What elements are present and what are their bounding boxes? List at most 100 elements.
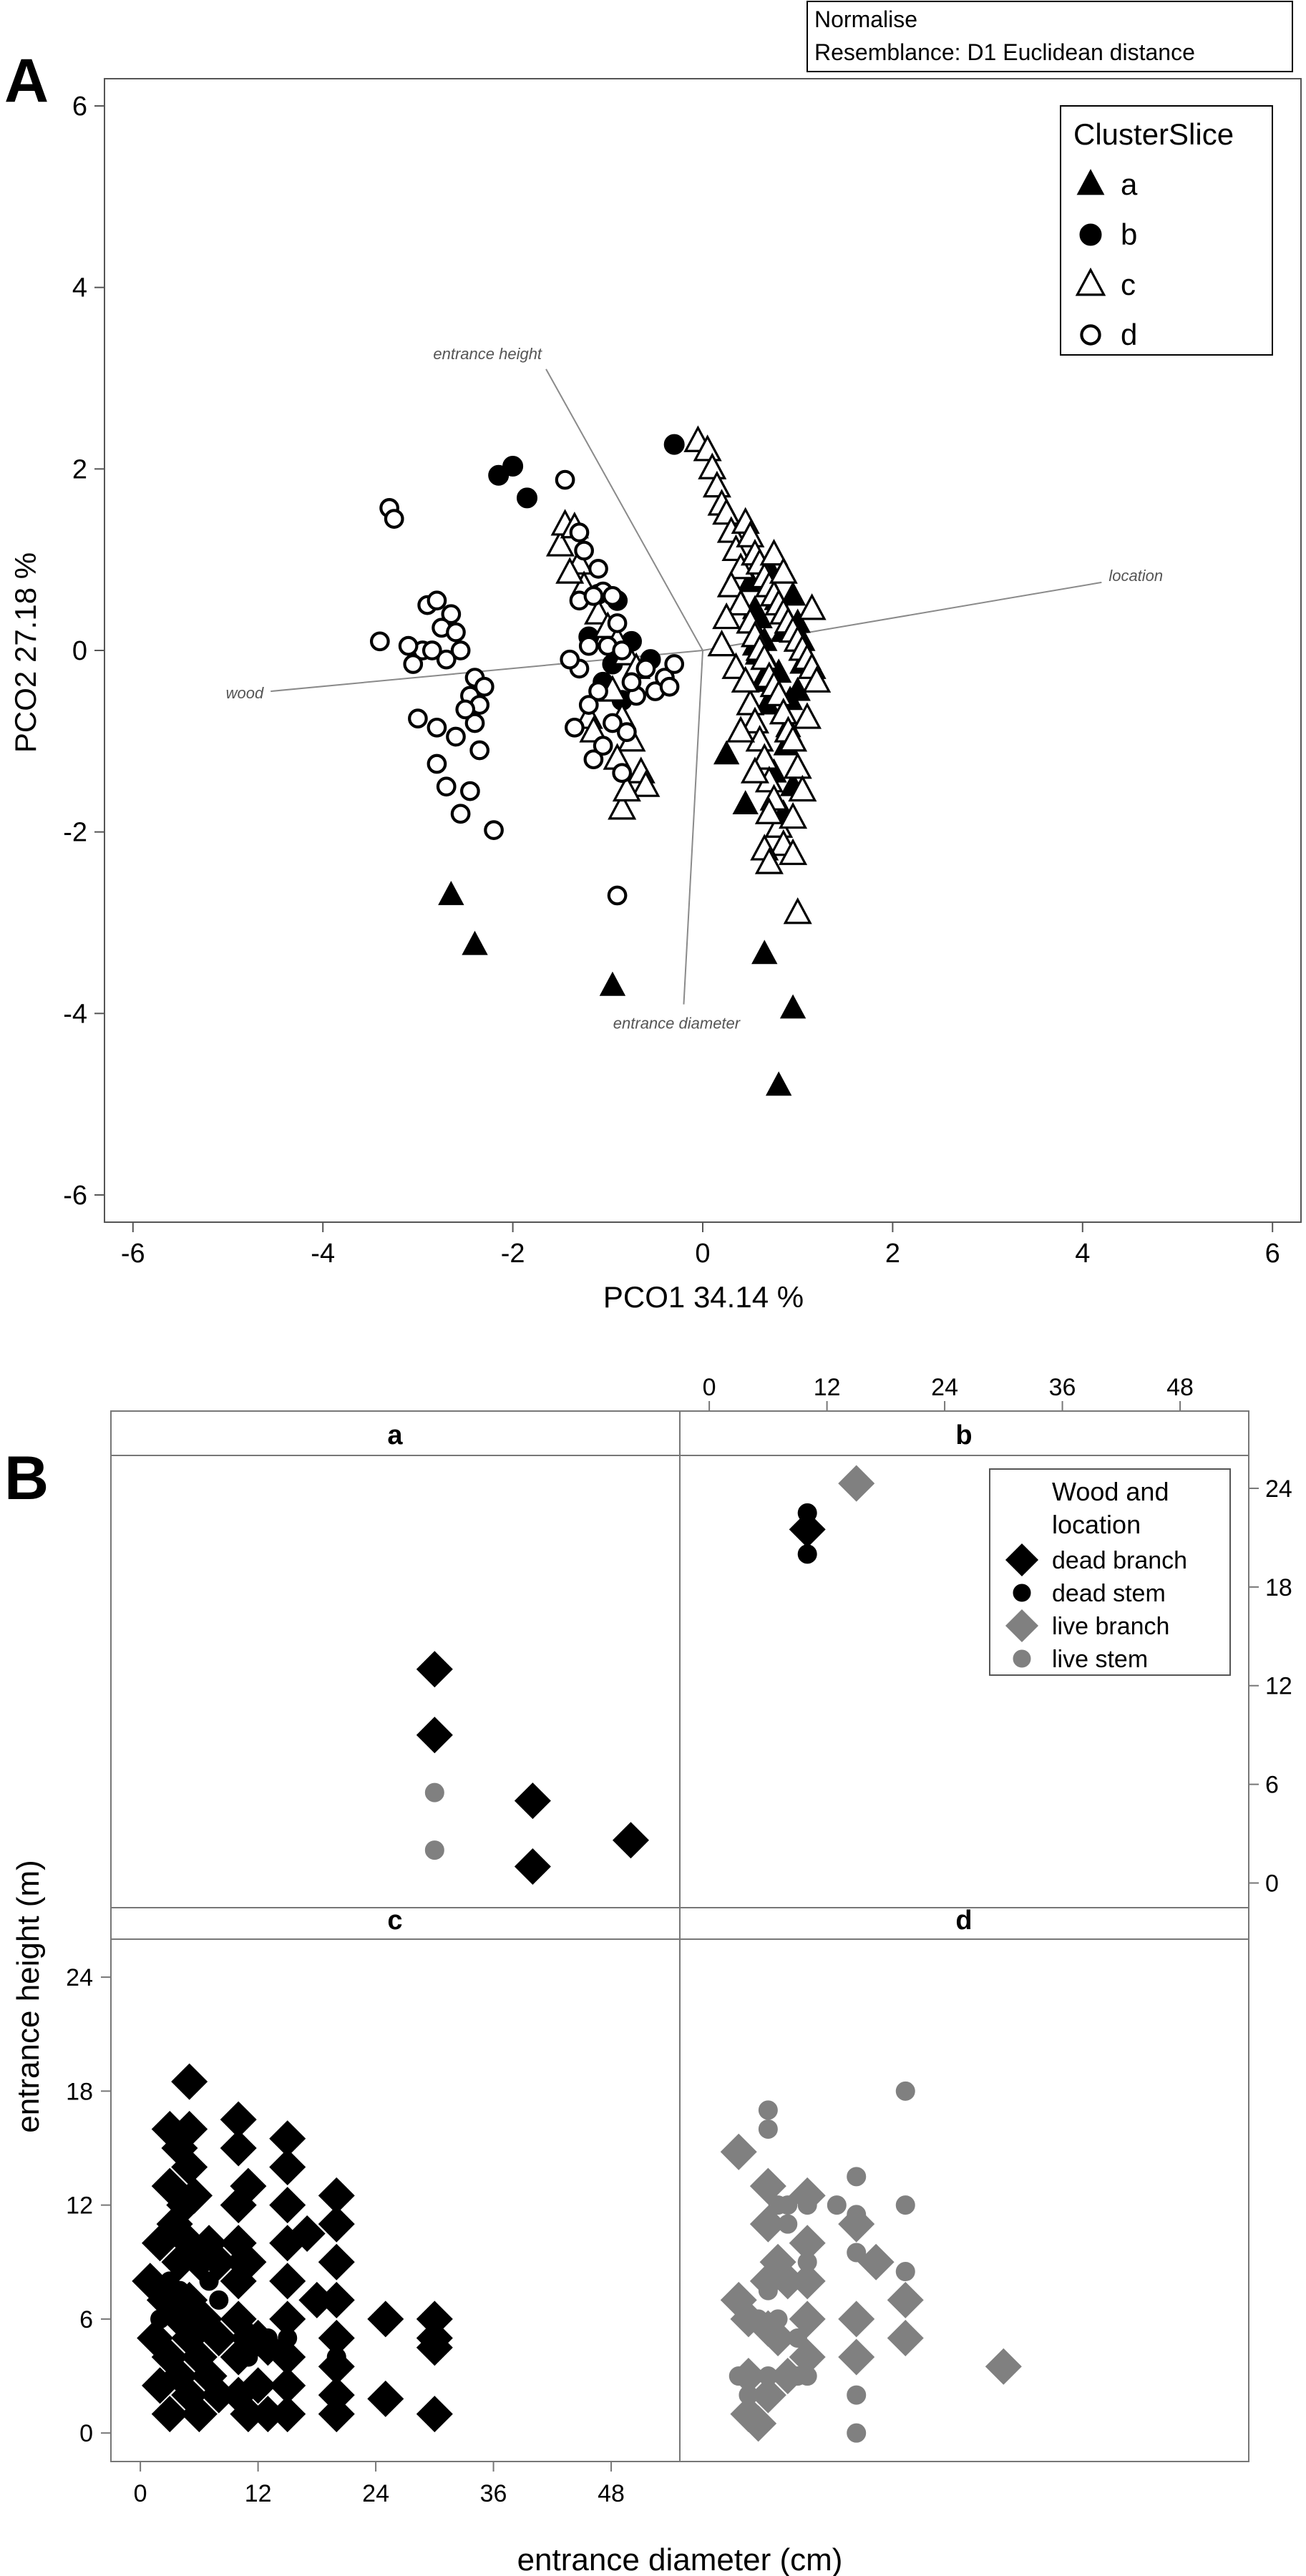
pco-point-d (659, 676, 680, 697)
facet-c-point-dead-branch (180, 2396, 218, 2433)
pco-point-d (569, 522, 590, 542)
facet-d-point-live-stem (787, 2328, 807, 2348)
facet-legend: Wood and location dead branch dead stem li… (989, 1468, 1231, 1676)
facet-c-point-dead-branch (151, 2396, 188, 2433)
facet-legend-marker-live-branch (1005, 1609, 1039, 1643)
facet-bottom-x-tick-label: 24 (362, 2480, 389, 2507)
facet-legend-label-dead-stem: dead stem (1052, 1580, 1166, 1607)
facet-right-y-tick-label: 24 (1265, 1475, 1292, 1503)
facet-c-point-dead-stem (238, 2347, 258, 2367)
facet-c-point-dead-stem (278, 2328, 298, 2348)
pco-x-axis-label: PCO1 34.14 % (603, 1280, 804, 1314)
facet-legend-items: dead branch dead stem live branch live stem (1005, 1543, 1187, 1673)
pco-point-d (427, 590, 447, 611)
pco-point-c (788, 774, 817, 802)
facet-c-point-dead-stem (258, 2328, 278, 2348)
pco-point-c (783, 752, 812, 779)
pco-x-tick-label: 4 (1075, 1239, 1090, 1269)
pco-point-d (607, 613, 628, 633)
facet-d-point-live-branch (740, 2405, 777, 2442)
facet-legend-label-live-stem: live stem (1052, 1646, 1148, 1673)
facet-bottom-x-tick-label: 12 (245, 2480, 272, 2507)
facet-b-point-dead-stem (797, 1503, 817, 1523)
facet-d-point-live-branch (789, 2301, 826, 2338)
facet-bottom-x-tick-label: 48 (598, 2480, 625, 2507)
pco-point-a (438, 880, 464, 905)
pco-point-a (765, 1071, 792, 1096)
facet-d-point-live-stem (778, 2214, 798, 2234)
vector-entrance-height (545, 369, 703, 651)
facet-grid-frame (110, 1410, 1249, 2462)
pco-point-d (369, 631, 390, 652)
facet-d-point-live-branch (749, 2205, 786, 2243)
info-box-line-2: Resemblance: D1 Euclidean distance (814, 39, 1195, 65)
pco-point-d (621, 672, 642, 693)
pco-point-c (712, 602, 741, 630)
pco-point-d (578, 635, 599, 656)
pco-point-c (707, 629, 736, 657)
pco-point-c (721, 534, 751, 562)
pco-point-a (732, 790, 759, 815)
facet-legend-marker-dead-branch (1005, 1543, 1039, 1577)
pco-points (369, 425, 832, 1096)
vector-label-wood: wood (226, 684, 264, 702)
facet-c-point-dead-stem (170, 2280, 190, 2301)
pco-point-d (469, 740, 490, 761)
facet-c-point-dead-stem (150, 2309, 170, 2329)
pco-x-tick-label: -2 (501, 1239, 525, 1269)
pco-point-c (797, 593, 827, 620)
pco-point-d (384, 509, 404, 529)
facet-d-point-live-stem (739, 2385, 759, 2405)
facet-c-point-dead-branch (269, 2263, 306, 2300)
facet-c-point-dead-stem (199, 2271, 219, 2291)
pco-point-d (560, 649, 580, 670)
facet-d-point-live-stem (797, 2366, 817, 2386)
pco-point-d (574, 540, 594, 561)
pco-point-c (693, 434, 722, 462)
vector-label-entrance-diameter: entrance diameter (613, 1015, 741, 1033)
pco-point-d (427, 717, 447, 738)
pco-point-c (745, 725, 774, 752)
pco-point-c (779, 725, 808, 752)
facet-d-point-live-branch (887, 2281, 924, 2318)
pco-point-d (588, 681, 608, 701)
facet-a-point-dead-branch (514, 1848, 551, 1885)
pco-point-d (607, 885, 628, 906)
facet-a-point-live-stem (424, 1840, 444, 1860)
facet-label-d: d (955, 1906, 972, 1936)
pco-point-d (436, 649, 457, 670)
facet-left-y-tick-label: 6 (79, 2306, 93, 2333)
facet-c-point-dead-stem (326, 2347, 346, 2367)
facet-axis-ticks: 0 0 12 12 24 24 36 36 48 48 0 0 6 6 12 12 18 18 24 24 (66, 1374, 1292, 2507)
facet-left-y-tick-label: 24 (66, 1964, 93, 1991)
pco-y-tick-label: -6 (63, 1181, 87, 1211)
facet-d-point-live-branch (749, 2376, 786, 2414)
facet-x-axis-label: entrance diameter (cm) (517, 2542, 843, 2576)
facet-d-point-live-stem (847, 2167, 867, 2187)
pco-point-c (608, 793, 637, 820)
vector-label-entrance-height: entrance height (433, 345, 542, 363)
facet-bottom-x-tick-label: 36 (480, 2480, 507, 2507)
facet-d-point-live-stem (895, 2262, 915, 2282)
pco-point-c (612, 774, 641, 802)
facet-a-point-dead-branch (416, 1717, 453, 1754)
facet-label-c: c (387, 1906, 402, 1936)
facet-c-point-dead-branch (288, 2215, 326, 2252)
facet-c-point-dead-branch (367, 2301, 404, 2338)
pco-point-d (583, 749, 604, 770)
facet-c-point-dead-branch (171, 2063, 208, 2100)
facet-label-a: a (387, 1420, 403, 1450)
pco-point-c (779, 838, 808, 865)
facet-d-point-live-stem (758, 2280, 778, 2301)
facet-d-point-live-branch (838, 2338, 875, 2376)
pco-point-a (779, 581, 806, 606)
pco-point-a (751, 940, 778, 965)
pco-legend-marker-d (1080, 324, 1101, 346)
pco-y-tick-label: 6 (72, 92, 87, 122)
facet-y-axis-label: entrance height (m) (11, 1860, 46, 2133)
facet-c-point-dead-branch (318, 2281, 355, 2318)
pco-point-d (664, 654, 685, 674)
facet-c-point-dead-branch (220, 2129, 257, 2167)
facet-d-point-live-stem (847, 2243, 867, 2263)
